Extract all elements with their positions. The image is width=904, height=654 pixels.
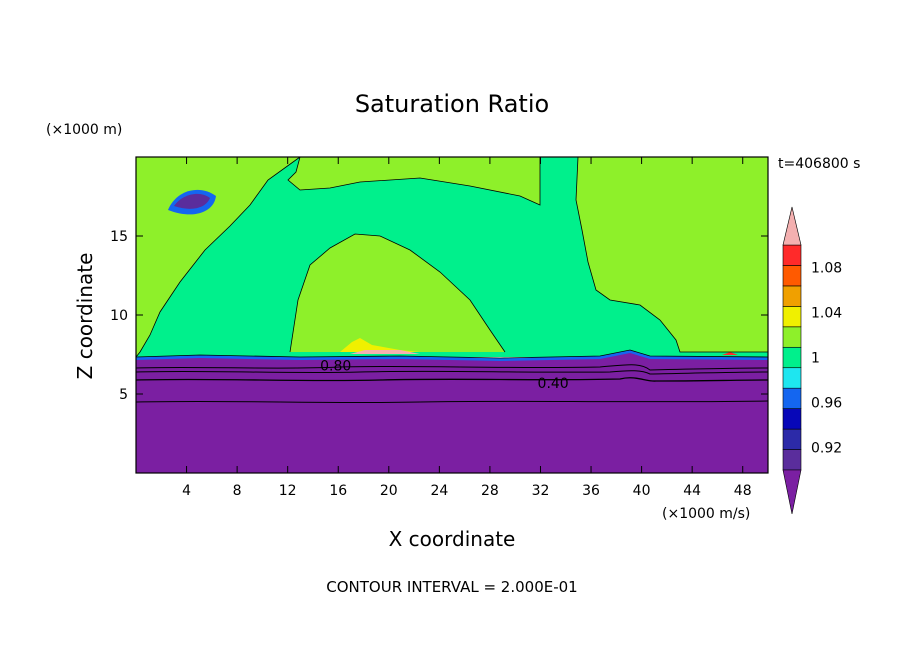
x-tick-label: 20: [380, 483, 398, 499]
x-tick-label: 8: [233, 483, 242, 499]
y-tick-label: 5: [119, 387, 128, 403]
contour-line-upper-left: [135, 156, 301, 358]
colorbar-swatch: [782, 326, 802, 348]
colorbar-ticks: 0.92 0.96 1 1.04 1.08: [811, 261, 842, 457]
contour-line-0.80: [135, 364, 769, 371]
colorbar-tick-label: 0.92: [811, 441, 842, 457]
colorbar-swatches: [782, 206, 802, 515]
contour-line-moist-boundary: [135, 349, 769, 359]
x-tick-label: 12: [279, 483, 297, 499]
colorbar-swatch: [782, 306, 802, 328]
colorbar: 0.92 0.96 1 1.04 1.08: [782, 206, 842, 515]
time-label: t=406800 s: [778, 156, 860, 172]
x-tick-label: 4: [182, 483, 191, 499]
contour-line-0.40: [135, 377, 769, 382]
y-tick-label: 15: [110, 229, 128, 245]
region-sat-ratio-above-1-left: [136, 157, 540, 357]
x-tick-label: 44: [683, 483, 701, 499]
x-tick-label: 36: [582, 483, 600, 499]
colorbar-swatch: [782, 285, 802, 307]
y-tick-label: 10: [110, 308, 128, 324]
region-sat-ratio-above-1-center: [290, 234, 505, 352]
region-yellow-patch: [340, 338, 420, 352]
y-tick-marks: [136, 235, 768, 395]
y-axis-label: Z coordinate: [73, 253, 97, 380]
x-tick-labels: 4 8 12 16 20 24 28 32 36 40 44 48: [182, 483, 752, 499]
colorbar-swatch: [782, 449, 802, 471]
dry-layer: [136, 353, 768, 473]
contour-line-0.20: [135, 400, 769, 404]
colorbar-over-arrow: [782, 206, 802, 246]
contour-label: 0.80: [320, 359, 351, 375]
colorbar-tick-label: 0.96: [811, 396, 842, 412]
region-red-patch-right: [722, 352, 738, 355]
y-tick-labels: 5 10 15: [110, 229, 128, 403]
x-tick-marks: [186, 157, 744, 473]
colorbar-swatch: [782, 428, 802, 450]
region-salmon-patch: [350, 350, 420, 354]
colorbar-swatch: [782, 265, 802, 287]
plot-area: [135, 156, 769, 474]
contour-label-layer: 0.80 0.40: [320, 359, 569, 392]
x-unit-label: (×1000 m/s): [662, 506, 750, 522]
contour-label: 0.40: [538, 376, 569, 392]
colorbar-swatch: [782, 367, 802, 389]
x-tick-label: 40: [633, 483, 651, 499]
colorbar-swatch: [782, 387, 802, 409]
x-tick-label: 28: [481, 483, 499, 499]
colorbar-tick-label: 1.04: [811, 306, 842, 322]
contour-line-center-dome: [289, 233, 506, 353]
colorbar-tick-label: 1.08: [811, 261, 842, 277]
y-unit-label: (×1000 m): [46, 122, 122, 138]
region-sat-ratio-above-1-right: [576, 157, 768, 352]
colorbar-under-arrow: [782, 469, 802, 515]
x-tick-label: 48: [734, 483, 752, 499]
contour-line-upper-center: [287, 156, 541, 206]
colorbar-swatch: [782, 408, 802, 430]
x-tick-label: 32: [532, 483, 550, 499]
colorbar-swatch: [782, 346, 802, 369]
contour-line-right: [575, 156, 768, 353]
x-axis-label: X coordinate: [389, 527, 516, 551]
x-tick-label: 16: [329, 483, 347, 499]
region-very-dry-patch-upper-left: [174, 193, 210, 209]
colorbar-swatch: [782, 244, 802, 266]
contour-interval-label: CONTOUR INTERVAL = 2.000E-01: [326, 578, 577, 596]
x-tick-label: 24: [430, 483, 448, 499]
contour-line-0.60: [135, 370, 769, 375]
colorbar-tick-label: 1: [811, 351, 820, 367]
chart-title: Saturation Ratio: [355, 90, 549, 118]
